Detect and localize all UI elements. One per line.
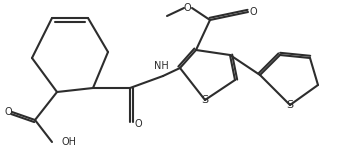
Text: O: O bbox=[134, 119, 142, 129]
Text: NH: NH bbox=[154, 61, 168, 71]
Text: O: O bbox=[183, 3, 191, 13]
Text: O: O bbox=[4, 107, 12, 117]
Text: O: O bbox=[249, 7, 257, 17]
Text: OH: OH bbox=[61, 137, 76, 147]
Text: S: S bbox=[286, 100, 293, 110]
Text: S: S bbox=[201, 95, 208, 105]
